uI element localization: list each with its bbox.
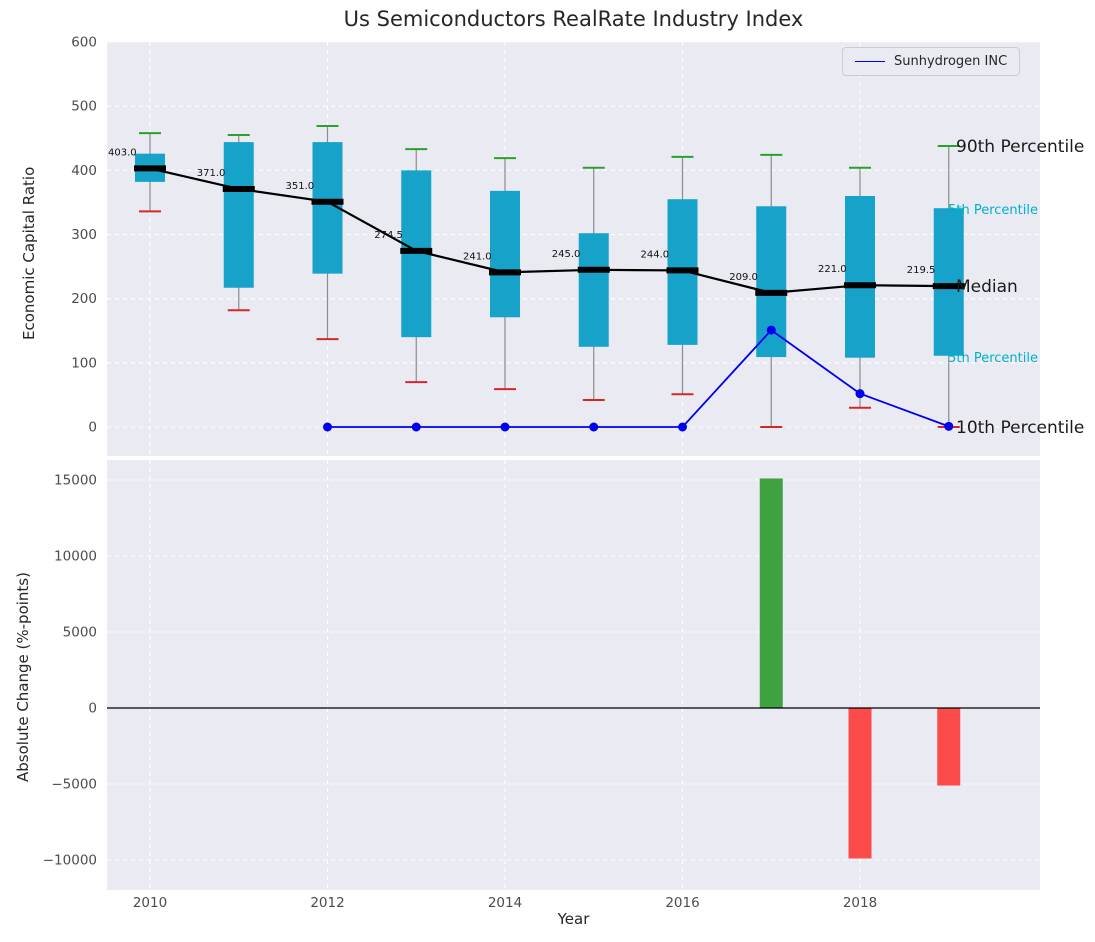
y-tick-label-top: 100 <box>71 355 97 371</box>
iqr-box <box>933 208 964 356</box>
company-marker <box>678 422 687 432</box>
median-value-label: 209.0 <box>729 272 758 283</box>
median-value-label: 219.5 <box>907 265 936 276</box>
company-marker <box>766 325 776 335</box>
percentile-label-median: Median <box>956 277 1018 297</box>
median-value-label: 351.0 <box>286 181 315 192</box>
x-tick-label: 2014 <box>488 895 522 911</box>
y-tick-label-bottom: 10000 <box>54 549 97 565</box>
y-tick-label-bottom: 0 <box>88 701 97 717</box>
median-value-label: 221.0 <box>818 264 847 275</box>
median-value-label: 244.0 <box>641 249 670 260</box>
y-tick-label-top: 0 <box>88 420 97 436</box>
change-bar-2017 <box>759 478 783 708</box>
company-marker <box>500 422 510 432</box>
iqr-box <box>490 190 520 318</box>
percentile-label-p75: 5th Percentile <box>948 203 1038 218</box>
y-tick-label-bottom: −5000 <box>51 777 97 793</box>
x-tick-label: 2012 <box>310 895 344 911</box>
chart-title: Us Semiconductors RealRate Industry Inde… <box>343 7 804 31</box>
bottom-plot-area <box>107 460 1040 890</box>
legend-label: Sunhydrogen INC <box>894 54 1008 69</box>
median-value-label: 403.0 <box>108 147 137 158</box>
company-line-swatch <box>855 61 885 62</box>
iqr-box <box>845 196 875 358</box>
iqr-box <box>223 142 254 288</box>
change-bar-2018 <box>848 708 872 859</box>
x-tick-label: 2010 <box>133 895 167 911</box>
top-y-axis-label: Economic Capital Ratio <box>20 166 38 340</box>
median-value-label: 241.0 <box>463 251 492 262</box>
company-line <box>327 328 950 428</box>
y-tick-label-top: 300 <box>71 227 97 243</box>
y-tick-label-bottom: 5000 <box>63 625 97 641</box>
median-line <box>149 167 949 295</box>
y-tick-label-top: 400 <box>71 163 97 179</box>
y-tick-label-bottom: −10000 <box>43 853 97 869</box>
bottom-y-axis-label: Absolute Change (%-points) <box>14 572 32 782</box>
x-tick-label: 2016 <box>665 895 699 911</box>
x-axis-label: Year <box>557 910 590 928</box>
iqr-box <box>578 233 609 347</box>
y-tick-label-top: 200 <box>71 291 97 307</box>
median-value-label: 371.0 <box>197 168 226 179</box>
company-marker <box>411 422 421 432</box>
top-plot-area <box>107 42 1040 456</box>
change-bar-2019 <box>937 708 961 786</box>
median-value-label: 245.0 <box>552 249 581 260</box>
y-tick-label-top: 600 <box>71 35 97 51</box>
company-marker <box>589 422 599 432</box>
legend: Sunhydrogen INC <box>842 47 1021 76</box>
y-tick-label-bottom: 15000 <box>54 473 97 489</box>
percentile-label-p25: 5th Percentile <box>948 351 1038 366</box>
median-value-label: 274.5 <box>374 230 403 241</box>
percentile-label-p10: 10th Percentile <box>956 418 1084 438</box>
percentile-label-p90: 90th Percentile <box>956 137 1084 157</box>
company-marker <box>855 389 865 399</box>
company-marker <box>323 422 332 432</box>
y-tick-label-top: 500 <box>71 99 97 115</box>
company-marker <box>944 421 954 431</box>
x-tick-label: 2018 <box>843 895 877 911</box>
